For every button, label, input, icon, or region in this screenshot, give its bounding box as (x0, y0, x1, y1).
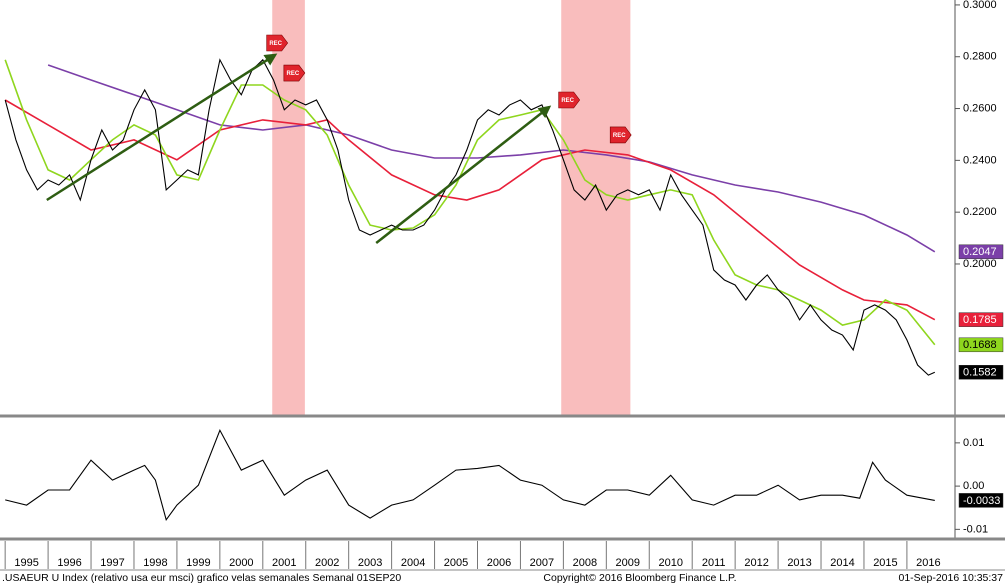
footer-copyright: Copyright© 2016 Bloomberg Finance L.P. (543, 572, 736, 584)
rec-marker-label: REC (613, 133, 626, 139)
x-tick-label: 2006 (487, 557, 511, 569)
last-value-box (958, 312, 1004, 327)
x-tick-label: 2016 (916, 557, 940, 569)
x-tick-label: 2015 (873, 557, 897, 569)
x-tick-label: 1999 (186, 557, 210, 569)
y-tick-label: 0.00 (963, 480, 984, 492)
last-value-label: 0.2047 (963, 246, 997, 258)
x-tick-label: 2013 (787, 557, 811, 569)
series-line (5, 428, 935, 522)
rec-marker (283, 64, 306, 82)
rec-marker (266, 34, 289, 52)
x-tick-label: 2007 (530, 557, 554, 569)
y-tick-label: 0.2200 (963, 206, 997, 218)
y-tick-label: 0.2400 (963, 154, 997, 166)
rec-marker-label: REC (269, 41, 282, 47)
x-tick-label: 2014 (830, 557, 854, 569)
series-line (4, 99, 936, 321)
last-value-box (958, 337, 1004, 353)
x-tick-label: 1998 (143, 557, 167, 569)
rec-marker-label: REC (287, 71, 300, 77)
series-line (47, 64, 936, 253)
recession-band (272, 0, 305, 415)
footer-left: .USAEUR U Index (relativo usa eur msci) … (2, 572, 401, 584)
series-line (4, 59, 936, 346)
x-tick-label: 2005 (444, 557, 468, 569)
last-value-label: 0.1582 (963, 367, 997, 379)
plots: 0.3000 0.2800 0.2600 0.2400 0.2200 0.2000 REC R… (4, 0, 1004, 569)
recession-band (561, 0, 631, 415)
rec-marker-label: REC (561, 98, 574, 104)
trend-arrow (46, 53, 278, 202)
y-tick-label: 0.2800 (963, 51, 997, 63)
x-tick-label: 1995 (14, 557, 38, 569)
footer-timestamp: 01-Sep-2016 10:35:37 (898, 572, 1003, 584)
x-tick-label: 1996 (57, 557, 81, 569)
frame (0, 0, 1005, 571)
last-value-box (958, 493, 1004, 508)
last-value-label: 0.1785 (963, 314, 997, 326)
last-value-label: -0.0033 (963, 495, 1000, 507)
last-value-box (958, 244, 1004, 260)
x-tick-label: 2011 (702, 557, 726, 569)
x-tick-label: 2009 (616, 557, 640, 569)
rec-marker (558, 91, 581, 109)
x-tick-label: 2010 (658, 557, 682, 569)
y-tick-label: -0.01 (963, 523, 988, 535)
x-tick-label: 2001 (272, 557, 296, 569)
x-tick-label: 2004 (401, 557, 425, 569)
x-tick-label: 2003 (358, 557, 382, 569)
y-tick-label: 0.2000 (963, 258, 997, 270)
y-tick-label: 0.2600 (963, 102, 997, 114)
x-tick-label: 2002 (315, 557, 339, 569)
last-value-label: 0.1688 (963, 339, 997, 351)
x-tick-label: 2008 (573, 557, 597, 569)
last-value-box (958, 365, 1004, 380)
series-line (4, 58, 936, 376)
y-tick-label: 0.3000 (963, 0, 997, 11)
x-tick-label: 1997 (100, 557, 124, 569)
rec-marker (609, 126, 632, 144)
x-tick-label: 2000 (229, 557, 253, 569)
y-tick-label: 0.01 (963, 437, 984, 449)
trend-arrow (375, 105, 552, 244)
x-tick-label: 2012 (744, 557, 768, 569)
